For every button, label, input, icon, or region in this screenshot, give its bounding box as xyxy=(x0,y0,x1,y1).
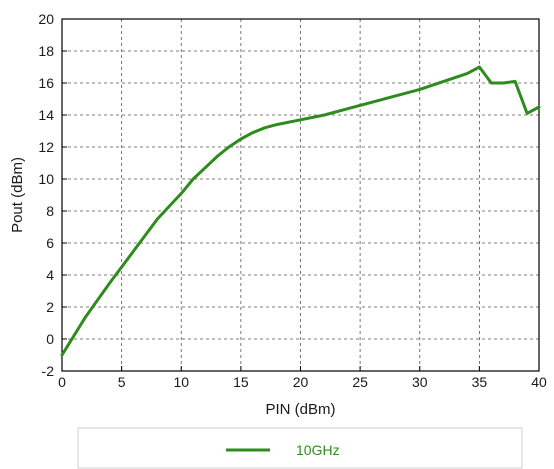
x-tick-label: 0 xyxy=(58,374,66,390)
y-tick-label: 18 xyxy=(38,43,54,59)
y-tick-label: 16 xyxy=(38,75,54,91)
y-tick-label: 2 xyxy=(46,299,54,315)
series-layer xyxy=(60,65,541,357)
x-axis-title: PIN (dBm) xyxy=(265,401,335,418)
series-line-10ghz xyxy=(60,65,541,357)
legend-label-10ghz: 10GHz xyxy=(296,442,340,458)
x-tick-label: 15 xyxy=(233,374,249,390)
x-tick-label: 40 xyxy=(531,374,547,390)
y-tick-label: 6 xyxy=(46,235,54,251)
x-tick-label: 25 xyxy=(352,374,368,390)
legend-box xyxy=(77,427,523,469)
y-axis-title: Pout (dBm) xyxy=(9,157,26,233)
x-tick-label: 35 xyxy=(472,374,488,390)
y-tick-label: 10 xyxy=(38,171,54,187)
x-tick-label: 5 xyxy=(118,374,126,390)
x-tick-label: 30 xyxy=(412,374,428,390)
legend: 10GHz xyxy=(77,427,523,469)
x-tick-label: 20 xyxy=(293,374,309,390)
y-tick-label: 0 xyxy=(46,331,54,347)
y-tick-label: 4 xyxy=(46,267,54,283)
y-tick-label: 20 xyxy=(38,11,54,27)
grid xyxy=(62,19,539,371)
y-tick-label: 8 xyxy=(46,203,54,219)
x-tick-label: 10 xyxy=(173,374,189,390)
y-tick-label: -2 xyxy=(42,363,55,379)
y-tick-label: 12 xyxy=(38,139,54,155)
y-tick-label: 14 xyxy=(38,107,54,123)
